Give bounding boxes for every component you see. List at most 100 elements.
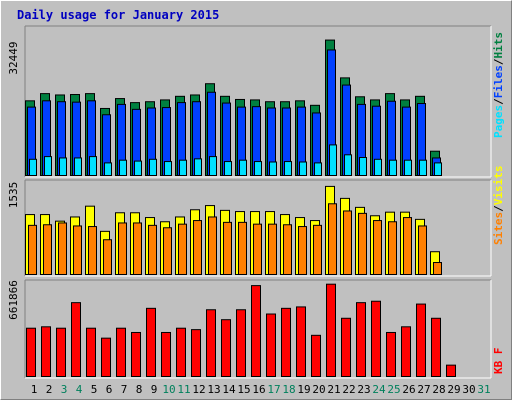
sites-bar (223, 221, 232, 275)
kbytes-bar (236, 309, 246, 377)
kbytes-bar (176, 327, 186, 377)
sites-bar (268, 223, 277, 275)
kbytes-bar (41, 326, 51, 377)
day-label: 9 (151, 383, 158, 396)
kbytes-bar (191, 329, 201, 377)
kbytes-bar (326, 283, 336, 377)
day-label: 7 (121, 383, 128, 396)
sites-bar (403, 217, 412, 275)
sites-bar (58, 222, 67, 275)
legend-label-top: Pages/Files/Hits (492, 32, 505, 138)
sites-bar (343, 210, 352, 275)
pages-bar (284, 161, 292, 176)
pages-bar (404, 159, 412, 176)
pages-bar (329, 144, 337, 176)
kbytes-bar (251, 285, 261, 377)
day-label: 11 (177, 383, 190, 396)
day-label: 18 (282, 383, 295, 396)
legend-entry: KB F (492, 348, 505, 375)
kbytes-bar (161, 331, 171, 377)
sites-bar (418, 225, 427, 276)
y-max-label: 661866 (7, 280, 20, 320)
pages-bar (59, 157, 67, 177)
kbytes-bar (71, 302, 81, 377)
legend-entry: Hits (492, 32, 505, 59)
kbytes-bar (386, 331, 396, 377)
kbytes-bar (101, 337, 111, 377)
y-max-label: 1535 (7, 182, 20, 209)
kbytes-bar (401, 326, 411, 377)
pages-bar (239, 159, 247, 176)
day-label: 4 (76, 383, 83, 396)
legend-label-bottom: KB F (492, 348, 505, 375)
sites-bar (358, 212, 367, 276)
legend-entry: / (492, 58, 505, 65)
sites-bar (73, 225, 82, 276)
sites-bar (118, 222, 127, 275)
day-label: 16 (252, 383, 265, 396)
sites-bar (43, 224, 52, 276)
day-label: 28 (432, 383, 445, 396)
kbytes-bar (26, 327, 36, 377)
pages-bar (119, 159, 127, 176)
sites-bar (163, 227, 172, 275)
day-label: 13 (207, 383, 220, 396)
legend-entry: Files (492, 65, 505, 98)
sites-bar (313, 224, 322, 276)
kbytes-bar (56, 327, 66, 377)
pages-bar (314, 162, 322, 176)
sites-bar (283, 224, 292, 276)
day-label: 31 (477, 383, 490, 396)
pages-bar (194, 158, 202, 177)
sites-bar (88, 226, 97, 276)
sites-bar (388, 221, 397, 275)
day-label: 22 (342, 383, 355, 396)
sites-bar (28, 224, 37, 276)
pages-bar (224, 161, 232, 176)
legend-entry: Pages (492, 105, 505, 138)
day-label: 5 (91, 383, 98, 396)
day-label: 6 (106, 383, 113, 396)
sites-bar (433, 262, 442, 276)
day-label: 23 (357, 383, 370, 396)
kbytes-bar (371, 300, 381, 377)
pages-bar (299, 161, 307, 176)
legend-entry: Sites (492, 212, 505, 245)
kbytes-bar (221, 319, 231, 377)
day-label: 10 (162, 383, 175, 396)
kbytes-bar (86, 327, 96, 377)
kbytes-bar (431, 317, 441, 377)
kbytes-bar (341, 317, 351, 377)
kbytes-bar (146, 307, 156, 377)
day-label: 2 (46, 383, 53, 396)
legend-label-middle: Sites/Visits (492, 166, 505, 246)
pages-bar (254, 161, 262, 176)
pages-bar (209, 156, 217, 176)
kbytes-bar (116, 327, 126, 377)
day-label: 12 (192, 383, 205, 396)
kbytes-bar (281, 307, 291, 377)
kbytes-bar (266, 313, 276, 377)
day-label: 15 (237, 383, 250, 396)
sites-bar (193, 220, 202, 276)
pages-bar (419, 159, 427, 176)
pages-bar (344, 154, 352, 176)
pages-bar (89, 156, 97, 176)
pages-bar (374, 158, 382, 177)
kbytes-bar (311, 334, 321, 377)
pages-bar (104, 162, 112, 176)
chart-title: Daily usage for January 2015 (17, 8, 220, 22)
legend-entry: / (492, 205, 505, 212)
sites-bar (103, 239, 112, 275)
kbytes-bar (446, 364, 456, 377)
sites-bar (373, 220, 382, 276)
day-label: 1 (31, 383, 38, 396)
y-max-label: 32449 (7, 41, 20, 74)
kbytes-bar (356, 302, 366, 377)
kbytes-bar (296, 306, 306, 377)
sites-bar (253, 223, 262, 275)
day-label: 30 (462, 383, 475, 396)
sites-bar (178, 223, 187, 275)
day-label: 29 (447, 383, 460, 396)
